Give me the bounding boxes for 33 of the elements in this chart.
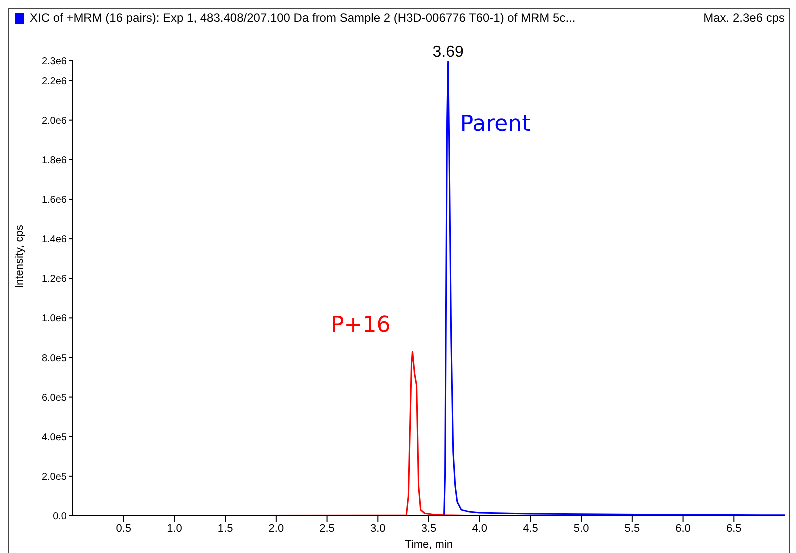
y-tick-label: 2.0e6 xyxy=(42,116,68,127)
y-tick-label: 1.6e6 xyxy=(42,195,68,206)
y-tick-label: 1.0e6 xyxy=(42,314,68,325)
x-tick-label: 1.0 xyxy=(167,522,182,535)
x-tick-label: 5.5 xyxy=(624,522,640,535)
x-tick-label: 4.5 xyxy=(523,522,538,535)
x-tick-label: 4.0 xyxy=(472,522,488,535)
annotation: 3.69 xyxy=(432,44,464,61)
y-tick-label: 2.0e5 xyxy=(42,472,68,483)
x-tick-label: 1.5 xyxy=(218,522,234,535)
text: Max. 2.3e6 cps xyxy=(704,11,785,25)
y-tick-label: 1.8e6 xyxy=(42,155,68,166)
x-axis-title: Time, min xyxy=(405,539,453,551)
y-tick-label: 2.2e6 xyxy=(42,76,68,88)
x-tick-label: 6.5 xyxy=(726,522,742,535)
y-axis-title: Intensity, cps xyxy=(14,224,26,288)
x-tick-label: 0.5 xyxy=(116,522,132,535)
x-tick-label: 3.5 xyxy=(421,522,437,535)
y-tick-label: 8.0e5 xyxy=(42,353,68,364)
chart-title: XIC of +MRM (16 pairs): Exp 1, 483.408/207.100 Da from Sample 2 (H3D-006776 T60-1) of MRM 5c... xyxy=(30,11,576,25)
x-tick-label: 6.0 xyxy=(676,522,691,535)
x-tick-label: 2.0 xyxy=(268,522,284,535)
series-label: Parent xyxy=(460,112,532,137)
y-tick-label: 4.0e5 xyxy=(42,432,68,444)
y-tick-label: 1.4e6 xyxy=(42,234,68,246)
x-tick-label: 5.0 xyxy=(574,522,590,535)
x-tick-label: 3.0 xyxy=(370,522,386,535)
y-tick-label: 0.0 xyxy=(53,512,68,523)
y-tick-label: 2.3e6 xyxy=(42,56,68,68)
y-tick-label: 6.0e5 xyxy=(42,392,68,404)
x-tick-label: 2.5 xyxy=(320,522,335,535)
series-label: P+16 xyxy=(331,312,391,338)
y-tick-label: 1.2e6 xyxy=(42,274,68,286)
